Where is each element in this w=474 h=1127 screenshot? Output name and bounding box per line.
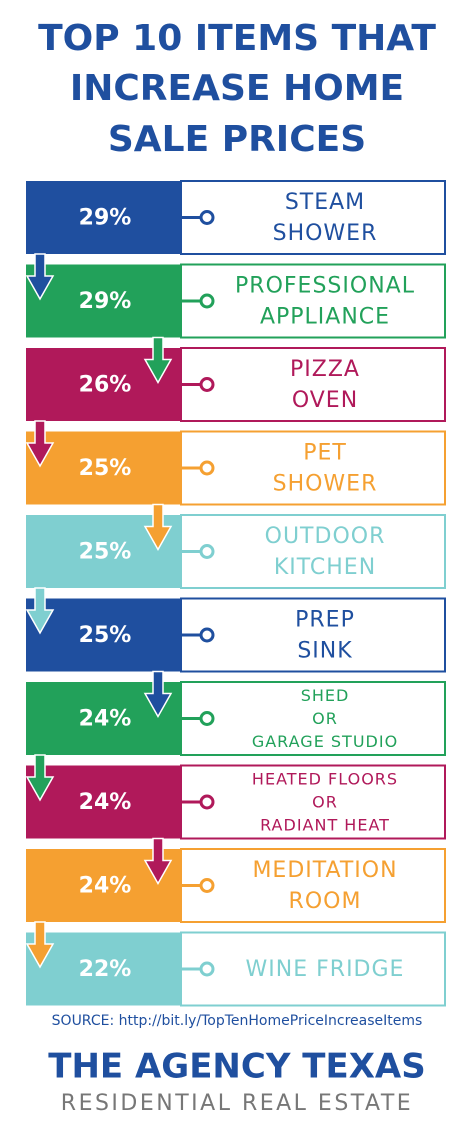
item-label: SINK (297, 639, 352, 664)
connector-dot (199, 961, 215, 977)
item-label: OR (312, 709, 338, 728)
item-box (180, 848, 446, 923)
arrow (143, 670, 173, 719)
arrows (25, 253, 173, 969)
arrow (25, 587, 55, 635)
connector-dot (199, 377, 215, 392)
item-row: 26% PIZZA OVEN (26, 347, 446, 422)
percent: 25% (79, 540, 132, 565)
percent: 29% (79, 289, 132, 314)
item-box (180, 764, 446, 840)
percent: 24% (79, 790, 132, 815)
item-label: WINE FRIDGE (246, 957, 405, 982)
item-row: 24% SHED OR GARAGE STUDIO (26, 681, 446, 756)
item-label: ROOM (289, 889, 362, 914)
percent: 26% (79, 373, 132, 398)
percent: 24% (79, 707, 132, 732)
percent: 25% (79, 623, 132, 648)
arrow (25, 921, 55, 969)
item-row: 29% PROFESSIONAL APPLIANCE (26, 263, 446, 339)
connector-dot (199, 293, 215, 309)
item-label: SHED (301, 686, 350, 705)
connector-dot (199, 711, 215, 726)
percent: 22% (79, 957, 132, 982)
item-label: MEDITATION (252, 858, 397, 883)
item-row: 29% STEAM SHOWER (26, 180, 446, 255)
percent: 24% (79, 874, 132, 899)
item-row: 22% WINE FRIDGE (26, 931, 446, 1007)
item-row: 25% OUTDOOR KITCHEN (26, 514, 446, 589)
percent: 29% (79, 206, 132, 231)
item-label: PROFESSIONAL (235, 274, 415, 299)
item-row: 24% MEDITATION ROOM (26, 848, 446, 923)
item-label: PREP (295, 608, 355, 633)
item-box (180, 931, 446, 1007)
item-row: 25% PET SHOWER (26, 430, 446, 506)
item-label: OR (312, 793, 338, 812)
item-label: KITCHEN (274, 555, 376, 580)
item-box (180, 430, 446, 506)
item-label: RADIANT HEAT (260, 816, 390, 835)
arrow (25, 420, 55, 468)
source: SOURCE: http://bit.ly/TopTenHomePriceInc… (52, 1013, 423, 1029)
item-box (180, 180, 446, 255)
item-label: HEATED FLOORS (252, 770, 398, 789)
connector-dot (199, 627, 215, 643)
title-line: TOP 10 ITEMS THAT (38, 18, 436, 59)
arrow (25, 754, 55, 802)
percent-box (26, 181, 181, 254)
item-label: GARAGE STUDIO (252, 732, 398, 751)
item-box (180, 681, 446, 756)
item-label: APPLIANCE (260, 305, 390, 330)
item-row: 24% HEATED FLOORS OR RADIANT HEAT (26, 764, 446, 840)
item-label: OVEN (292, 388, 358, 413)
connector-dot (199, 544, 215, 559)
item-label: SHOWER (273, 472, 378, 497)
item-label: PET (303, 441, 347, 466)
arrow (143, 336, 173, 385)
item-label: STEAM (285, 190, 365, 215)
arrow (25, 253, 55, 301)
title-line: SALE PRICES (108, 119, 366, 160)
connector-dot (199, 794, 215, 810)
item-box (180, 347, 446, 422)
item-list: 29% STEAM SHOWER 29% PROFESSIONAL APPLIANCE 26… (26, 180, 446, 1007)
connector-dot (199, 878, 215, 893)
title-line: INCREASE HOME (70, 68, 404, 109)
item-label: OUTDOOR (265, 524, 386, 549)
connector-dot (199, 460, 215, 476)
connector-dot (199, 210, 215, 225)
arrow (143, 503, 173, 552)
brand: THE AGENCY TEXAS (48, 1047, 425, 1087)
item-box (180, 263, 446, 339)
arrow (143, 837, 173, 886)
item-label: PIZZA (290, 357, 360, 382)
tagline: RESIDENTIAL REAL ESTATE (61, 1091, 413, 1116)
item-row: 25% PREP SINK (26, 597, 446, 673)
item-label: SHOWER (273, 221, 378, 246)
percent: 25% (79, 456, 132, 481)
